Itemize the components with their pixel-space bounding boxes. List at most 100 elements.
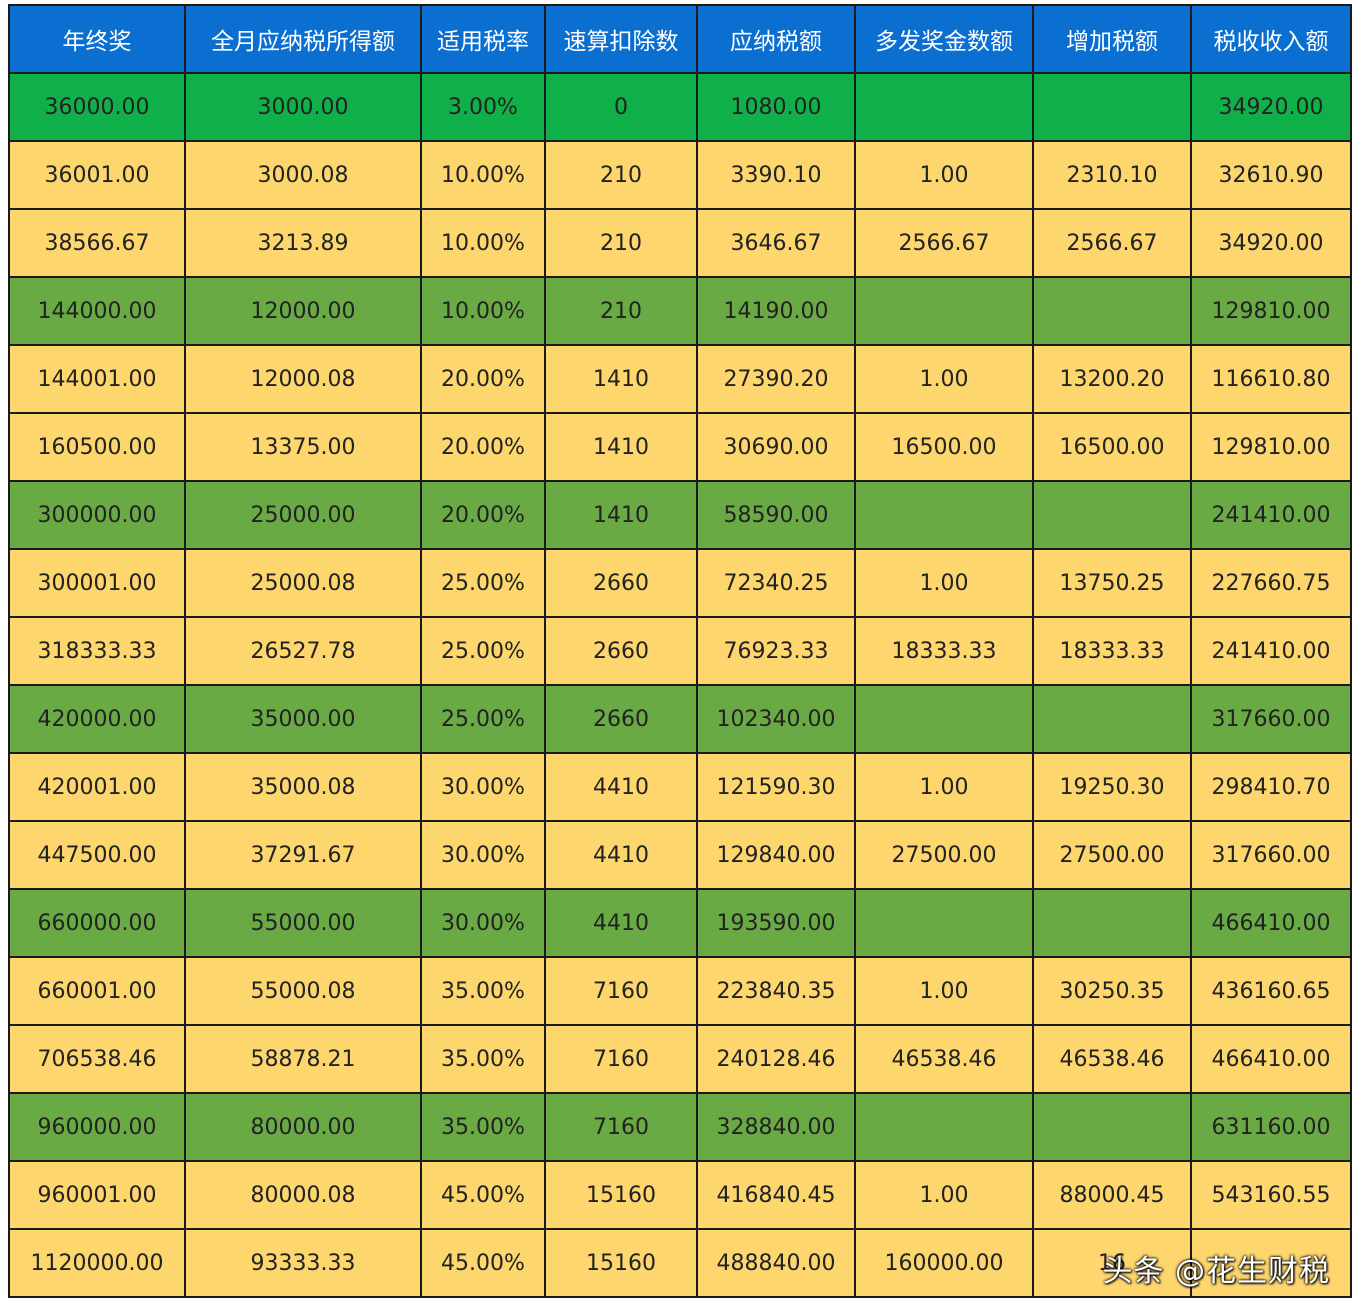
header-tax-rate: 适用税率 [420, 4, 546, 74]
cell-tax-rate: 30.00% [420, 820, 546, 890]
cell-added-tax [1032, 888, 1192, 958]
cell-tax-rate: 35.00% [420, 1092, 546, 1162]
cell-annual-bonus: 1120000.00 [8, 1228, 186, 1298]
cell-extra-bonus: 2566.67 [854, 208, 1034, 278]
cell-tax-rate: 30.00% [420, 752, 546, 822]
cell-annual-bonus: 160500.00 [8, 412, 186, 482]
cell-monthly-taxable-income: 12000.00 [184, 276, 422, 346]
cell-added-tax [1032, 72, 1192, 142]
bonus-tax-table: 年终奖 全月应纳税所得额 适用税率 速算扣除数 应纳税额 多发奖金数额 增加税额… [8, 4, 1352, 1298]
cell-annual-bonus: 144001.00 [8, 344, 186, 414]
table-row: 160500.00 13375.00 20.00% 1410 30690.00 16500… [8, 412, 1352, 482]
cell-annual-bonus: 660001.00 [8, 956, 186, 1026]
cell-net-income: 317660.00 [1190, 684, 1352, 754]
cell-quick-deduction: 2660 [544, 616, 698, 686]
table-row: 1120000.00 93333.33 45.00% 15160 488840.00 16… [8, 1228, 1352, 1298]
cell-extra-bonus: 1.00 [854, 752, 1034, 822]
watermark: 头条 @花生财税 [1102, 1254, 1330, 1289]
cell-extra-bonus: 46538.46 [854, 1024, 1034, 1094]
cell-tax-rate: 45.00% [420, 1228, 546, 1298]
cell-tax-payable: 3646.67 [696, 208, 856, 278]
cell-net-income: 34920.00 [1190, 72, 1352, 142]
cell-annual-bonus: 38566.67 [8, 208, 186, 278]
cell-extra-bonus: 1.00 [854, 548, 1034, 618]
cell-added-tax: 27500.00 [1032, 820, 1192, 890]
cell-tax-rate: 30.00% [420, 888, 546, 958]
table-row: 36000.00 3000.00 3.00% 0 1080.00 34920.00 [8, 72, 1352, 142]
cell-monthly-taxable-income: 13375.00 [184, 412, 422, 482]
cell-tax-rate: 20.00% [420, 480, 546, 550]
cell-monthly-taxable-income: 55000.00 [184, 888, 422, 958]
cell-quick-deduction: 15160 [544, 1228, 698, 1298]
cell-tax-rate: 25.00% [420, 548, 546, 618]
cell-quick-deduction: 210 [544, 208, 698, 278]
cell-net-income [1190, 1228, 1352, 1298]
cell-tax-rate: 45.00% [420, 1160, 546, 1230]
header-tax-payable: 应纳税额 [696, 4, 856, 74]
cell-added-tax: 16 [1032, 1228, 1192, 1298]
cell-annual-bonus: 420001.00 [8, 752, 186, 822]
cell-monthly-taxable-income: 26527.78 [184, 616, 422, 686]
cell-annual-bonus: 706538.46 [8, 1024, 186, 1094]
cell-tax-payable: 223840.35 [696, 956, 856, 1026]
header-net-income: 税收收入额 [1190, 4, 1352, 74]
cell-extra-bonus [854, 276, 1034, 346]
cell-monthly-taxable-income: 25000.00 [184, 480, 422, 550]
table-body: 36000.00 3000.00 3.00% 0 1080.00 34920.00 3600… [8, 72, 1352, 1298]
cell-extra-bonus: 16500.00 [854, 412, 1034, 482]
header-extra-bonus: 多发奖金数额 [854, 4, 1034, 74]
cell-extra-bonus [854, 888, 1034, 958]
table-row: 447500.00 37291.67 30.00% 4410 129840.00 2750… [8, 820, 1352, 890]
cell-added-tax [1032, 480, 1192, 550]
cell-tax-rate: 10.00% [420, 208, 546, 278]
cell-tax-payable: 488840.00 [696, 1228, 856, 1298]
cell-tax-rate: 20.00% [420, 412, 546, 482]
cell-quick-deduction: 7160 [544, 1092, 698, 1162]
table-row: 420001.00 35000.08 30.00% 4410 121590.30 1.00… [8, 752, 1352, 822]
cell-tax-rate: 20.00% [420, 344, 546, 414]
cell-extra-bonus [854, 480, 1034, 550]
cell-extra-bonus: 1.00 [854, 344, 1034, 414]
table-row: 300000.00 25000.00 20.00% 1410 58590.00 24141… [8, 480, 1352, 550]
table-row: 300001.00 25000.08 25.00% 2660 72340.25 1.00 1… [8, 548, 1352, 618]
table-row: 318333.33 26527.78 25.00% 2660 76923.33 18333… [8, 616, 1352, 686]
cell-annual-bonus: 420000.00 [8, 684, 186, 754]
cell-extra-bonus [854, 72, 1034, 142]
cell-annual-bonus: 36000.00 [8, 72, 186, 142]
cell-net-income: 317660.00 [1190, 820, 1352, 890]
cell-extra-bonus: 18333.33 [854, 616, 1034, 686]
table-row: 36001.00 3000.08 10.00% 210 3390.10 1.00 2310.… [8, 140, 1352, 210]
cell-net-income: 129810.00 [1190, 412, 1352, 482]
cell-tax-payable: 30690.00 [696, 412, 856, 482]
cell-tax-payable: 3390.10 [696, 140, 856, 210]
cell-net-income: 32610.90 [1190, 140, 1352, 210]
cell-annual-bonus: 300000.00 [8, 480, 186, 550]
cell-quick-deduction: 210 [544, 140, 698, 210]
cell-monthly-taxable-income: 12000.08 [184, 344, 422, 414]
cell-net-income: 241410.00 [1190, 616, 1352, 686]
cell-tax-payable: 121590.30 [696, 752, 856, 822]
cell-annual-bonus: 960000.00 [8, 1092, 186, 1162]
cell-net-income: 227660.75 [1190, 548, 1352, 618]
cell-monthly-taxable-income: 25000.08 [184, 548, 422, 618]
cell-tax-payable: 102340.00 [696, 684, 856, 754]
cell-added-tax: 2310.10 [1032, 140, 1192, 210]
table-row: 144000.00 12000.00 10.00% 210 14190.00 129810… [8, 276, 1352, 346]
cell-quick-deduction: 4410 [544, 820, 698, 890]
cell-monthly-taxable-income: 93333.33 [184, 1228, 422, 1298]
header-monthly-taxable-income: 全月应纳税所得额 [184, 4, 422, 74]
cell-tax-payable: 328840.00 [696, 1092, 856, 1162]
cell-extra-bonus [854, 684, 1034, 754]
cell-tax-rate: 35.00% [420, 1024, 546, 1094]
cell-net-income: 466410.00 [1190, 888, 1352, 958]
cell-annual-bonus: 300001.00 [8, 548, 186, 618]
table-row: 420000.00 35000.00 25.00% 2660 102340.00 3176… [8, 684, 1352, 754]
cell-net-income: 631160.00 [1190, 1092, 1352, 1162]
cell-net-income: 466410.00 [1190, 1024, 1352, 1094]
cell-net-income: 129810.00 [1190, 276, 1352, 346]
cell-quick-deduction: 7160 [544, 956, 698, 1026]
table-row: 144001.00 12000.08 20.00% 1410 27390.20 1.00 1… [8, 344, 1352, 414]
cell-extra-bonus [854, 1092, 1034, 1162]
cell-extra-bonus: 1.00 [854, 956, 1034, 1026]
cell-tax-rate: 3.00% [420, 72, 546, 142]
